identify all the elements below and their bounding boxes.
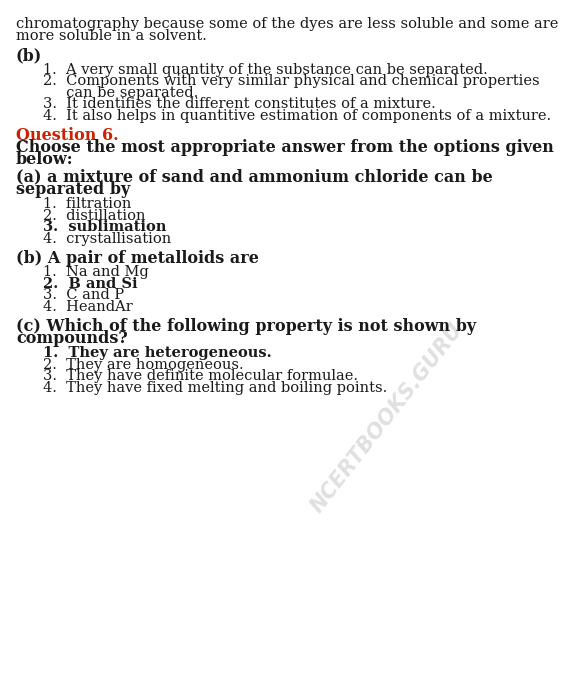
Text: 3.  It identifies the different constitutes of a mixture.: 3. It identifies the different constitut… — [43, 97, 435, 111]
Text: below:: below: — [16, 151, 73, 168]
Text: 2.  Components with very similar physical and chemical properties: 2. Components with very similar physical… — [43, 74, 539, 88]
Text: 3.  sublimation: 3. sublimation — [43, 220, 166, 234]
Text: compounds?: compounds? — [16, 330, 127, 347]
Text: NCERTBOOKS.GURU: NCERTBOOKS.GURU — [307, 320, 467, 517]
Text: Choose the most appropriate answer from the options given: Choose the most appropriate answer from … — [16, 139, 554, 156]
Text: chromatography because some of the dyes are less soluble and some are: chromatography because some of the dyes … — [16, 17, 558, 31]
Text: more soluble in a solvent.: more soluble in a solvent. — [16, 29, 207, 43]
Text: (a) a mixture of sand and ammonium chloride can be: (a) a mixture of sand and ammonium chlor… — [16, 169, 493, 186]
Text: 3.  C and P: 3. C and P — [43, 288, 124, 302]
Text: 1.  They are heterogeneous.: 1. They are heterogeneous. — [43, 346, 271, 360]
Text: 1.  filtration: 1. filtration — [43, 197, 131, 211]
Text: 1.  Na and Mg: 1. Na and Mg — [43, 265, 149, 279]
Text: 2.  distillation: 2. distillation — [43, 209, 145, 223]
Text: 1.  A very small quantity of the substance can be separated.: 1. A very small quantity of the substanc… — [43, 63, 488, 77]
Text: 4.  crystallisation: 4. crystallisation — [43, 232, 171, 246]
Text: 2.  They are homogeneous.: 2. They are homogeneous. — [43, 358, 244, 372]
Text: separated by: separated by — [16, 181, 130, 198]
Text: 4.  HeandAr: 4. HeandAr — [43, 300, 133, 314]
Text: 2.  B and Si: 2. B and Si — [43, 277, 137, 291]
Text: (c) Which of the following property is not shown by: (c) Which of the following property is n… — [16, 318, 476, 335]
Text: 4.  It also helps in quantitive estimation of components of a mixture.: 4. It also helps in quantitive estimatio… — [43, 109, 551, 123]
Text: (b) A pair of metalloids are: (b) A pair of metalloids are — [16, 250, 259, 267]
Text: 3.  They have definite molecular formulae.: 3. They have definite molecular formulae… — [43, 369, 358, 383]
Text: Question 6.: Question 6. — [16, 127, 118, 144]
Text: can be separated.: can be separated. — [43, 86, 198, 100]
Text: (b): (b) — [16, 47, 42, 64]
Text: 4.  They have fixed melting and boiling points.: 4. They have fixed melting and boiling p… — [43, 381, 387, 395]
